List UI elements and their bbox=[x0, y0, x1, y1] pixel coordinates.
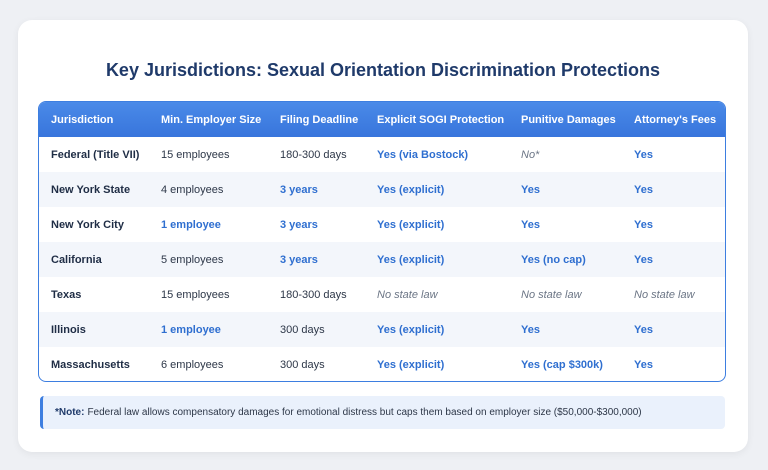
table-cell: No state law bbox=[377, 288, 438, 301]
table-cell: 180-300 days bbox=[280, 288, 347, 301]
table-cell: Yes bbox=[634, 218, 653, 231]
table-row: Illinois 1 employee 300 days Yes (explicit)… bbox=[39, 312, 725, 347]
table-cell: California bbox=[51, 253, 102, 266]
table-cell: 300 days bbox=[280, 358, 325, 371]
table-cell: Yes (explicit) bbox=[377, 358, 445, 371]
note-text: Federal law allows compensatory damages … bbox=[87, 407, 642, 418]
table-cell: 180-300 days bbox=[280, 148, 347, 161]
table-cell: Yes (explicit) bbox=[377, 253, 445, 266]
table-cell: Federal (Title VII) bbox=[51, 148, 140, 161]
table-row: New York State 4 employees 3 years Yes (exp… bbox=[39, 172, 725, 207]
table-row: Massachusetts 6 employees 300 days Yes (exp… bbox=[39, 347, 725, 381]
header-cell: Explicit SOGI Protection bbox=[377, 113, 505, 126]
table-cell: 1 employee bbox=[161, 218, 221, 231]
table-cell: Yes bbox=[634, 358, 653, 371]
table-row: Federal (Title VII) 15 employees 180-300 d… bbox=[39, 137, 725, 172]
table-cell: Illinois bbox=[51, 323, 86, 336]
table-row: California 5 employees 3 years Yes (explici… bbox=[39, 242, 725, 277]
table-cell: 6 employees bbox=[161, 358, 224, 371]
header-cell: Punitive Damages bbox=[521, 113, 616, 126]
table-cell: 4 employees bbox=[161, 183, 224, 196]
table-cell: Yes (explicit) bbox=[377, 323, 445, 336]
table-cell: New York State bbox=[51, 183, 131, 196]
table-cell: 300 days bbox=[280, 323, 325, 336]
table-cell: Yes (explicit) bbox=[377, 218, 445, 231]
table-cell: Yes (explicit) bbox=[377, 183, 445, 196]
table-cell: Yes bbox=[634, 183, 653, 196]
table-cell: No* bbox=[521, 148, 540, 161]
card: Key Jurisdictions: Sexual Orientation Di… bbox=[18, 20, 748, 452]
table-cell: Texas bbox=[51, 288, 82, 301]
table-cell: Yes bbox=[521, 183, 540, 196]
table: Jurisdiction Min. Employer Size Filing Dea… bbox=[38, 101, 726, 382]
table-cell: Yes (via Bostock) bbox=[377, 148, 469, 161]
note-label: *Note: bbox=[55, 407, 85, 418]
table-cell: 1 employee bbox=[161, 323, 221, 336]
table-cell: New York City bbox=[51, 218, 124, 231]
title: Key Jurisdictions: Sexual Orientation Di… bbox=[105, 60, 661, 80]
header-row: Jurisdiction Min. Employer Size Filing Dea… bbox=[39, 102, 725, 137]
table-cell: 15 employees bbox=[161, 288, 230, 301]
table-cell: 3 years bbox=[280, 218, 318, 231]
table-cell: Yes bbox=[634, 148, 653, 161]
table-row: New York City 1 employee 3 years Yes (expli… bbox=[39, 207, 725, 242]
table-cell: No state law bbox=[521, 288, 582, 301]
header-cell: Attorney's Fees bbox=[634, 113, 717, 126]
table-cell: Yes bbox=[634, 323, 653, 336]
table-cell: Yes bbox=[634, 253, 653, 266]
note: *Note: Federal law allows compensatory d… bbox=[40, 396, 725, 429]
header-cell: Min. Employer Size bbox=[161, 113, 262, 126]
header-cell: Filing Deadline bbox=[280, 113, 359, 126]
table-cell: 3 years bbox=[280, 253, 318, 266]
table-cell: 15 employees bbox=[161, 148, 230, 161]
table-cell: 5 employees bbox=[161, 253, 224, 266]
table-cell: Yes (no cap) bbox=[521, 253, 586, 266]
table-cell: No state law bbox=[634, 288, 695, 301]
table-row: Texas 15 employees 180-300 days No state la… bbox=[39, 277, 725, 312]
table-cell: Yes bbox=[521, 218, 540, 231]
table-cell: Yes bbox=[521, 323, 540, 336]
table-cell: 3 years bbox=[280, 183, 318, 196]
header-cell: Jurisdiction bbox=[51, 113, 114, 126]
table-cell: Yes (cap $300k) bbox=[521, 358, 603, 371]
table-cell: Massachusetts bbox=[51, 358, 130, 371]
